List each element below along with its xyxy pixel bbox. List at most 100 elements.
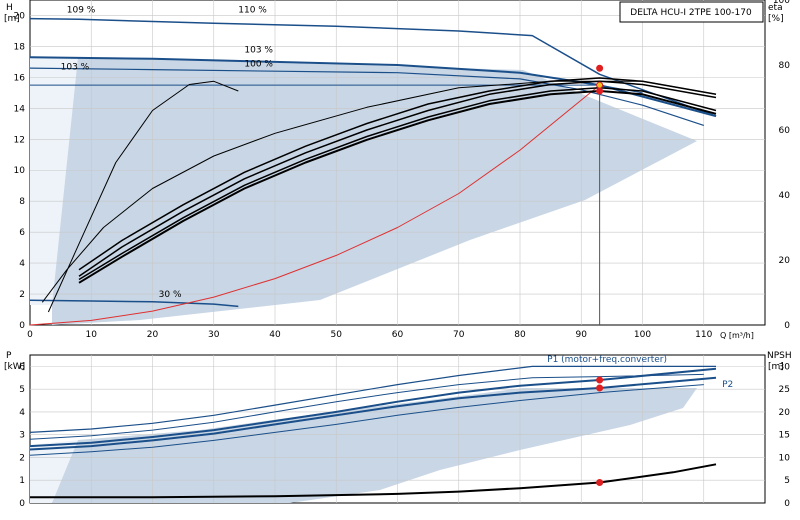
bottom-left-y-ticks: 0 1 2 3 4 5 6 bbox=[19, 362, 25, 509]
top-x-ticks: 0 10 20 30 40 50 60 70 80 90 100 110 bbox=[27, 330, 712, 340]
x-tick-label: 40 bbox=[269, 330, 281, 340]
series-line-4 bbox=[29, 384, 704, 456]
bottom-right-y-ticks: 0 5 10 15 20 25 30 bbox=[779, 362, 791, 509]
left-y-tick-label: 14 bbox=[14, 104, 26, 114]
series-line-2 bbox=[29, 367, 717, 448]
operating-point-marker bbox=[596, 479, 604, 487]
series-line-3 bbox=[29, 376, 717, 451]
left-y-tick-label: 12 bbox=[14, 135, 25, 145]
operating-point-marker bbox=[596, 87, 604, 95]
right-y-tick-label: 25 bbox=[779, 385, 790, 395]
x-tick-label: 100 bbox=[634, 330, 651, 340]
power-range-region bbox=[30, 388, 697, 503]
operating-point-marker bbox=[596, 64, 604, 72]
right-y-tick-label: 40 bbox=[779, 191, 791, 201]
right-y-tick-label: 60 bbox=[779, 126, 791, 136]
power-npsh-chart: 0 1 2 3 4 5 6 0 5 10 15 20 25 30 P1 (motor+freq.conv… bbox=[4, 351, 792, 509]
top-operating-points bbox=[596, 64, 604, 95]
left-y-tick-label: 16 bbox=[14, 73, 26, 83]
title-box bbox=[619, 1, 764, 23]
left-y-tick-label: 2 bbox=[19, 290, 25, 300]
top-right-axis-unit: [%] bbox=[768, 14, 784, 24]
series-line-0 bbox=[29, 17, 717, 117]
series-line-5 bbox=[30, 463, 717, 499]
top-left-axis-unit: [m] bbox=[4, 14, 20, 24]
operating-range-region bbox=[30, 57, 697, 325]
left-y-tick-label: 4 bbox=[19, 408, 25, 418]
series-line-5 bbox=[29, 84, 600, 326]
right-y-tick-label: 10 bbox=[779, 453, 791, 463]
bottom-operating-points bbox=[596, 376, 604, 487]
right-y-tick-label: 30 bbox=[779, 362, 791, 372]
x-tick-label: 70 bbox=[453, 330, 465, 340]
x-tick-label: 10 bbox=[86, 330, 98, 340]
curve-label: P2 bbox=[722, 380, 733, 390]
series-line-8 bbox=[78, 87, 717, 281]
series-line-9 bbox=[78, 80, 717, 277]
right-y-tick-label: 20 bbox=[779, 408, 791, 418]
left-y-tick-label: 5 bbox=[19, 385, 25, 395]
operating-point-marker bbox=[596, 376, 604, 384]
top-right-y-ticks: 0 20 40 60 80 100 bbox=[773, 0, 790, 331]
left-y-tick-label: 0 bbox=[19, 499, 25, 509]
series-line-4 bbox=[29, 299, 239, 308]
head-efficiency-chart: 0 10 20 30 40 50 60 70 80 90 100 110 0 2 4 6 8 10 12 14 16 1… bbox=[4, 0, 790, 340]
right-y-tick-label: 5 bbox=[784, 476, 790, 486]
left-y-tick-label: 3 bbox=[19, 431, 25, 441]
operating-point-marker bbox=[596, 81, 604, 89]
curve-label: P1 (motor+freq.converter) bbox=[547, 355, 667, 365]
top-left-axis-label: H bbox=[6, 3, 13, 13]
left-y-tick-label: 8 bbox=[19, 197, 25, 207]
series-line-7 bbox=[41, 80, 717, 303]
bottom-right-axis-unit: [m] bbox=[768, 362, 784, 372]
bottom-series bbox=[29, 365, 717, 499]
x-axis-label: Q [m³/h] bbox=[720, 331, 754, 340]
curve-annotation: 30 % bbox=[159, 290, 182, 300]
top-right-axis-label: eta bbox=[768, 3, 783, 13]
left-y-tick-label: 20 bbox=[14, 11, 26, 21]
left-y-tick-label: 1 bbox=[19, 476, 25, 486]
operating-point-marker bbox=[596, 384, 604, 392]
top-left-y-ticks: 0 2 4 6 8 10 12 14 16 18 20 bbox=[14, 11, 26, 331]
light-region bbox=[30, 57, 78, 305]
bottom-right-axis-label: NPSH bbox=[767, 351, 792, 361]
right-y-tick-label: 0 bbox=[784, 499, 790, 509]
series-line-10 bbox=[78, 77, 717, 271]
x-tick-label: 110 bbox=[695, 330, 712, 340]
left-y-tick-label: 0 bbox=[19, 321, 25, 331]
x-tick-label: 0 bbox=[27, 330, 33, 340]
right-y-tick-label: 15 bbox=[779, 431, 790, 441]
left-y-tick-label: 2 bbox=[19, 453, 25, 463]
x-tick-label: 60 bbox=[392, 330, 404, 340]
left-y-tick-label: 10 bbox=[14, 166, 26, 176]
bottom-shaded-region bbox=[52, 388, 697, 503]
right-y-tick-label: 0 bbox=[784, 321, 790, 331]
series-line-0 bbox=[29, 365, 716, 433]
right-y-tick-label: 80 bbox=[779, 61, 791, 71]
shaded-region bbox=[52, 57, 697, 325]
bottom-light-region bbox=[30, 440, 78, 503]
top-grid bbox=[30, 0, 765, 325]
bottom-labels: P1 (motor+freq.converter) P2 bbox=[547, 355, 733, 390]
right-y-tick-label: 20 bbox=[779, 256, 791, 266]
series-line-1 bbox=[29, 373, 704, 440]
series-line-2 bbox=[29, 67, 704, 126]
left-y-tick-label: 6 bbox=[19, 228, 25, 238]
bottom-left-axis-unit: [kW] bbox=[4, 362, 25, 372]
bottom-left-axis-label: P bbox=[6, 351, 12, 361]
left-y-tick-label: 6 bbox=[19, 362, 25, 372]
left-y-tick-label: 18 bbox=[14, 42, 26, 52]
x-tick-label: 20 bbox=[147, 330, 159, 340]
x-tick-label: 80 bbox=[514, 330, 526, 340]
curve-annotation: 103 % bbox=[61, 63, 90, 73]
curve-annotation: 109 % bbox=[67, 5, 96, 15]
curve-annotation: 100 % bbox=[244, 60, 273, 70]
top-annotations: 109 % 110 % 103 % 100 % 103 % 30 % bbox=[61, 5, 274, 300]
series-line-11 bbox=[78, 90, 717, 284]
chart-title: DELTA HCU-I 2TPE 100-170 bbox=[630, 8, 752, 18]
curve-annotation: 103 % bbox=[244, 46, 273, 56]
right-y-tick-label: 100 bbox=[773, 0, 790, 6]
curve-annotation: 110 % bbox=[238, 5, 267, 15]
left-y-tick-label: 4 bbox=[19, 259, 25, 269]
